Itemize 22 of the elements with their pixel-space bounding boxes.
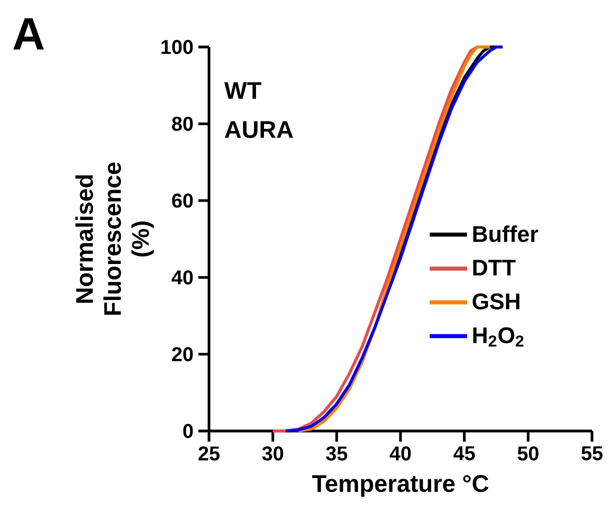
annotation: AURA xyxy=(224,121,293,138)
x-tick-label: 35 xyxy=(326,446,348,461)
x-axis-title: Temperature °C xyxy=(312,475,488,497)
y-tick-label: 0 xyxy=(183,424,193,438)
y-tick-label: 20 xyxy=(172,347,193,362)
x-tick-label: 55 xyxy=(581,446,603,460)
x-tick-label: 45 xyxy=(454,446,475,460)
legend-label: Buffer xyxy=(473,225,538,242)
legend-label: DTT xyxy=(473,260,516,276)
legend-label: GSH xyxy=(472,293,520,310)
y-tick-label: 40 xyxy=(172,270,193,284)
x-tick-label: 25 xyxy=(198,446,220,461)
x-tick-label: 30 xyxy=(262,446,284,461)
legend-label: H$_{2}$O$_{2}$ xyxy=(473,327,524,347)
x-tick-label: 50 xyxy=(518,446,538,461)
text: A xyxy=(13,18,44,50)
x-tick-label: 40 xyxy=(390,446,411,461)
annotation: WT xyxy=(224,82,262,99)
y-axis-title: Normalised Fluorescence (%) xyxy=(75,162,154,315)
y-tick-label: 80 xyxy=(172,116,193,131)
y-tick-label: 60 xyxy=(172,194,193,208)
y-tick-label: 100 xyxy=(162,40,193,54)
